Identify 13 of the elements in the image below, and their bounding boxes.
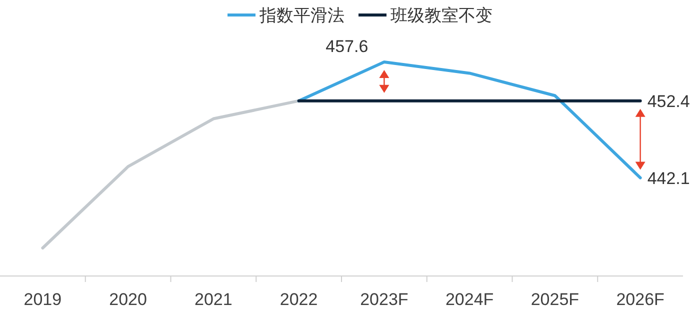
x-tick-label: 2020 (109, 290, 147, 309)
data-label: 442.1 (647, 168, 690, 188)
x-tick-label: 2022 (280, 290, 318, 309)
data-label: 452.4 (647, 92, 690, 111)
legend-label: 班级教室不变 (390, 6, 492, 25)
x-tick-label: 2025F (530, 290, 580, 309)
x-tick-label: 2024F (445, 290, 494, 309)
legend-label: 指数平滑法 (258, 6, 344, 25)
data-label: 457.6 (326, 37, 368, 56)
x-tick-label: 2023F (360, 290, 408, 309)
x-tick-label: 2019 (24, 290, 62, 309)
x-tick-label: 2026F (616, 290, 664, 309)
x-tick-label: 2021 (194, 290, 232, 309)
